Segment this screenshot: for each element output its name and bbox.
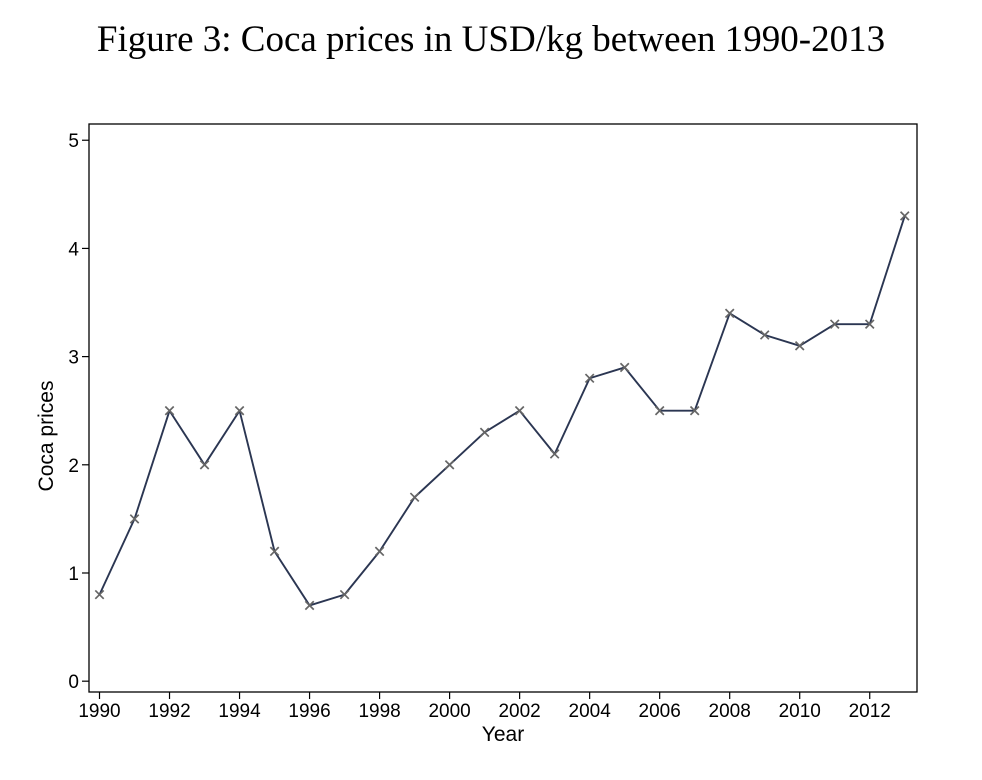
data-point-marker — [514, 405, 525, 416]
x-tick-label: 2004 — [569, 701, 612, 722]
data-point-marker — [829, 319, 840, 329]
data-point-marker — [199, 459, 210, 470]
plot-frame — [88, 123, 918, 693]
y-axis: 0 1 2 3 4 5 — [68, 131, 89, 693]
data-point-marker — [234, 405, 245, 416]
plot-border — [88, 123, 918, 693]
data-point-marker — [689, 405, 700, 416]
x-tick-label: 1990 — [78, 701, 120, 722]
data-point-marker — [129, 514, 140, 524]
data-point-marker — [374, 546, 385, 557]
data-point-marker — [584, 373, 595, 384]
chart-title: Figure 3: Coca prices in USD/kg between … — [96, 19, 886, 60]
x-tick-label: 2008 — [709, 701, 751, 722]
data-point-marker — [899, 211, 910, 221]
y-tick-label: 4 — [68, 239, 79, 260]
series-line — [98, 215, 906, 607]
x-tick-label: 2000 — [428, 701, 470, 722]
data-point-marker — [794, 340, 805, 351]
x-tick-label: 1992 — [148, 701, 190, 722]
y-tick-label: 1 — [68, 564, 79, 585]
data-point-marker — [724, 308, 735, 319]
x-tick-label: 1994 — [218, 701, 261, 722]
y-tick-label: 0 — [68, 672, 79, 693]
data-point-marker — [759, 330, 770, 340]
x-tick-label: 2006 — [639, 701, 681, 722]
data-point-marker — [339, 589, 350, 600]
y-axis-label: Coca prices — [35, 381, 58, 492]
data-point-marker — [409, 492, 420, 503]
data-point-marker — [304, 600, 315, 611]
data-point-marker — [444, 459, 455, 470]
y-tick-label: 5 — [68, 131, 79, 152]
x-tick-label: 2012 — [849, 701, 891, 722]
x-tick-label: 1996 — [288, 701, 330, 722]
data-point-marker — [654, 405, 665, 416]
y-tick-label: 3 — [68, 348, 79, 369]
data-point-marker — [549, 449, 560, 459]
x-tick-label: 1998 — [358, 701, 400, 722]
x-tick-label: 2002 — [498, 701, 540, 722]
price-series — [94, 211, 910, 611]
x-axis: 1990 1992 1994 1996 1998 2000 2002 2004 2006 2008… — [78, 692, 891, 722]
data-point-marker — [619, 362, 630, 373]
data-point-marker — [269, 546, 280, 557]
data-point-marker — [864, 319, 875, 329]
y-tick-label: 2 — [68, 456, 79, 477]
data-point-marker — [164, 405, 175, 416]
x-tick-label: 2010 — [779, 701, 821, 722]
data-point-marker — [479, 427, 490, 438]
data-point-marker — [94, 589, 105, 600]
x-axis-label: Year — [482, 723, 524, 746]
